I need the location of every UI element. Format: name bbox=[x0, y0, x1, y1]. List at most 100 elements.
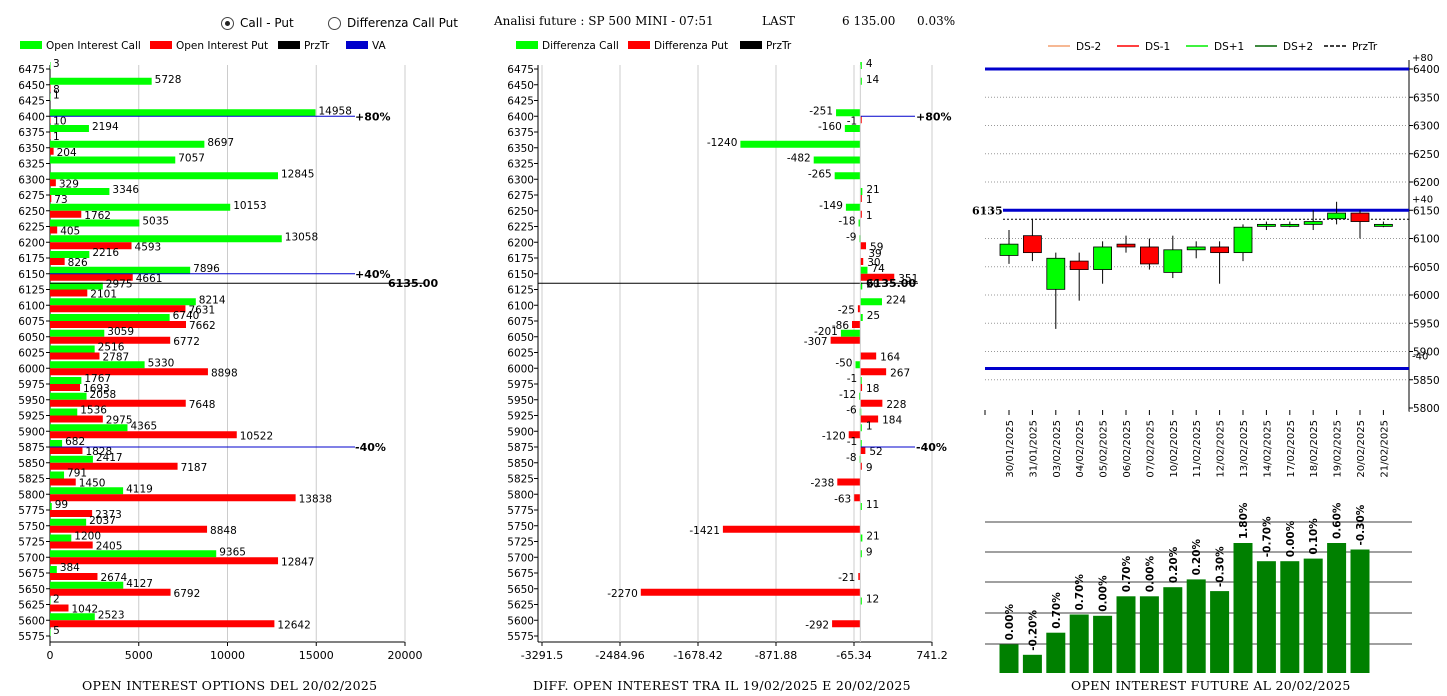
diff-call-bar bbox=[860, 298, 882, 306]
diff-call-value: -265 bbox=[808, 168, 832, 180]
options-strike-label: 5650 bbox=[18, 584, 45, 596]
diff-strike-label: 5900 bbox=[507, 426, 534, 438]
options-put-bar bbox=[50, 368, 208, 376]
diff-call-value: 21 bbox=[866, 184, 879, 196]
options-call-bar bbox=[50, 581, 124, 589]
options-call-bar bbox=[50, 424, 128, 432]
options-put-value: 12847 bbox=[281, 556, 314, 568]
options-strike-label: 6225 bbox=[18, 222, 45, 234]
candle-upper-label: +80 bbox=[1412, 53, 1433, 64]
future-bar-label: 0.70% bbox=[1051, 592, 1063, 629]
radio-differenza[interactable]: Differenza Call Put bbox=[328, 16, 458, 30]
options-put-bar bbox=[50, 242, 132, 250]
last-label: LAST bbox=[762, 14, 795, 28]
options-call-bar bbox=[50, 566, 57, 573]
options-legend-label: PrzTr bbox=[304, 40, 330, 52]
options-call-bar bbox=[50, 455, 93, 463]
options-put-value: 8 bbox=[53, 84, 60, 96]
options-call-bar bbox=[50, 172, 278, 180]
diff-put-value: 351 bbox=[898, 273, 918, 285]
future-bar-label: -0.20% bbox=[1027, 610, 1039, 651]
diff-put-value: 52 bbox=[869, 446, 882, 458]
options-legend-label: Open Interest Call bbox=[46, 40, 141, 52]
options-strike-label: 5975 bbox=[18, 379, 45, 391]
options-call-bar bbox=[50, 298, 196, 306]
candle-date-label: 11/02/2025 bbox=[1192, 420, 1203, 478]
options-call-value: 384 bbox=[60, 562, 80, 574]
diff-put-value: -86 bbox=[832, 320, 849, 332]
options-put-bar bbox=[50, 273, 133, 281]
options-call-value: 3059 bbox=[107, 326, 134, 338]
diff-call-bar bbox=[813, 156, 861, 164]
radio-differenza-label: Differenza Call Put bbox=[347, 16, 458, 30]
diff-x-tick-label: -1678.42 bbox=[673, 649, 722, 662]
options-put-bar bbox=[50, 210, 82, 218]
diff-call-value: -201 bbox=[814, 326, 838, 338]
diff-put-bar bbox=[852, 321, 861, 328]
radio-call-put-dot[interactable] bbox=[221, 16, 234, 30]
diff-put-bar bbox=[860, 273, 895, 281]
diff-put-value: 39 bbox=[868, 248, 881, 260]
candle-y-tick-label: 5900 bbox=[1413, 347, 1440, 359]
diff-call-bar bbox=[860, 534, 863, 542]
candle-date-label: 10/02/2025 bbox=[1169, 420, 1180, 478]
options-call-value: 1 bbox=[53, 90, 60, 102]
diff-call-value: -482 bbox=[787, 153, 811, 165]
candle-date-label: 17/02/2025 bbox=[1286, 420, 1297, 478]
diff-strike-label: 5700 bbox=[507, 552, 534, 564]
candle-body bbox=[1163, 249, 1183, 273]
candle-body bbox=[999, 243, 1019, 256]
options-strike-label: 5600 bbox=[18, 615, 45, 627]
diff-strike-label: 6475 bbox=[507, 64, 534, 76]
diff-call-bar bbox=[860, 188, 863, 195]
diff-call-value: -18 bbox=[838, 216, 855, 228]
diff-put-value: -1421 bbox=[689, 525, 720, 537]
diff-call-value: -8 bbox=[846, 452, 856, 464]
options-put-bar bbox=[50, 258, 65, 265]
diff-strike-label: 5975 bbox=[507, 379, 534, 391]
diff-call-value: -6 bbox=[846, 405, 857, 417]
future-bar bbox=[999, 644, 1019, 673]
diff-x-tick-label: -65.34 bbox=[836, 649, 871, 662]
future-bar-label: 0.70% bbox=[1121, 555, 1133, 592]
options-call-value: 2417 bbox=[96, 452, 123, 464]
diff-call-value: -12 bbox=[839, 389, 856, 401]
candle-legend-label: DS+1 bbox=[1214, 41, 1244, 53]
diff-strike-label: 6100 bbox=[507, 300, 534, 312]
candle-body bbox=[1303, 221, 1323, 225]
options-call-bar bbox=[50, 125, 89, 132]
options-chart-title: OPEN INTEREST OPTIONS DEL 20/02/2025 bbox=[82, 678, 378, 693]
diff-x-tick-label: -3291.5 bbox=[521, 649, 563, 662]
options-call-value: 14958 bbox=[319, 105, 352, 117]
diff-strike-label: 5650 bbox=[507, 584, 534, 596]
options-strike-label: 6150 bbox=[18, 269, 45, 281]
options-put-value: 2787 bbox=[102, 352, 129, 364]
diff-call-value: 14 bbox=[866, 74, 880, 86]
diff-x-tick-label: -2484.96 bbox=[595, 649, 644, 662]
radio-call-put[interactable]: Call - Put bbox=[221, 16, 294, 30]
options-call-value: 9365 bbox=[219, 546, 246, 558]
diff-strike-label: 6025 bbox=[507, 348, 534, 360]
diff-put-bar bbox=[860, 210, 862, 218]
future-bar bbox=[1163, 587, 1183, 673]
options-call-bar bbox=[50, 487, 124, 495]
options-x-tick-label: 0 bbox=[47, 649, 54, 662]
diff-put-value: 9 bbox=[866, 462, 873, 474]
options-strike-label: 6425 bbox=[18, 96, 45, 108]
diff-x-tick-label: -871.88 bbox=[755, 649, 797, 662]
diff-strike-label: 5950 bbox=[507, 395, 534, 407]
last-change: 0.03% bbox=[917, 14, 956, 28]
options-call-bar bbox=[50, 203, 231, 211]
options-call-value: 2 bbox=[53, 594, 60, 606]
future-bar bbox=[1256, 561, 1276, 673]
options-put-bar bbox=[50, 289, 88, 297]
options-call-bar bbox=[50, 109, 316, 117]
options-strike-label: 5625 bbox=[18, 600, 45, 612]
diff-strike-label: 6200 bbox=[507, 237, 534, 249]
options-put-value: 7648 bbox=[189, 399, 216, 411]
candle-y-tick-label: 5800 bbox=[1413, 403, 1440, 415]
candle-body bbox=[1233, 226, 1253, 254]
diff-call-bar bbox=[860, 377, 862, 384]
radio-differenza-dot[interactable] bbox=[328, 16, 341, 30]
options-put-bar bbox=[50, 431, 237, 439]
